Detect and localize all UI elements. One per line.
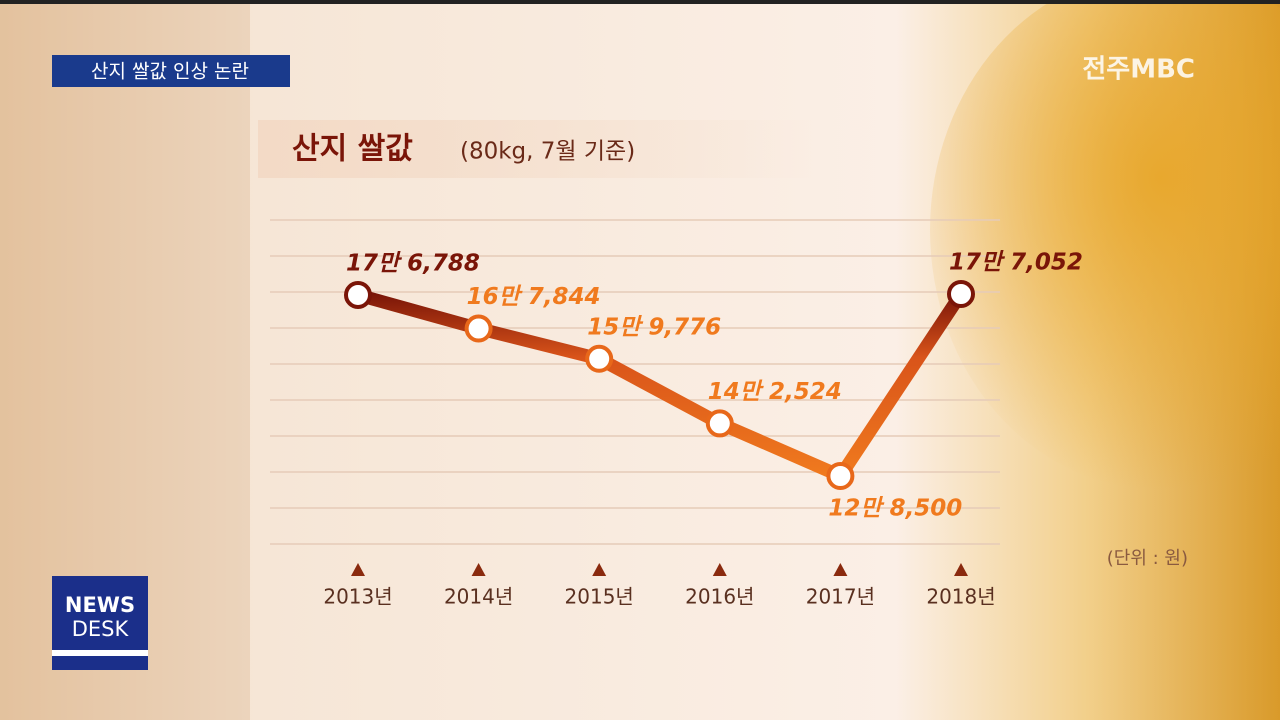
data-label: 12만 8,500 <box>828 496 962 522</box>
data-label: 16만 7,844 <box>467 284 601 310</box>
background-rules <box>270 219 1000 545</box>
caption-box <box>52 55 290 87</box>
chart-title: 산지 쌀값 <box>292 132 413 167</box>
caption: 산지 쌀값 인상 논란 <box>91 61 249 83</box>
tick-triangle <box>592 563 607 576</box>
tick-triangle <box>351 563 365 576</box>
program-name: NEWS <box>65 593 135 617</box>
title-bar <box>258 120 818 178</box>
tick-triangle <box>712 563 727 576</box>
data-point <box>344 280 372 309</box>
tick-triangle <box>954 563 968 576</box>
data-point <box>826 462 855 490</box>
chart-subtitle: (80kg, 7월 기준) <box>460 139 635 165</box>
data-label: 17만 7,052 <box>949 250 1083 276</box>
x-tick-label: 2014년 <box>444 585 513 609</box>
data-point <box>585 344 614 373</box>
x-tick-label: 2015년 <box>565 585 634 609</box>
x-tick-label: 2013년 <box>323 585 392 609</box>
data-point <box>705 409 734 438</box>
unit-note: (단위 : 원) <box>1107 548 1188 569</box>
program-name: DESK <box>72 617 130 641</box>
top-border <box>0 0 1280 4</box>
logo-stripe <box>52 650 148 656</box>
data-label: 15만 9,776 <box>587 314 721 340</box>
x-tick-label: 2016년 <box>685 585 754 609</box>
data-label: 17만 6,788 <box>346 250 480 276</box>
data-point <box>464 314 493 343</box>
data-label: 14만 2,524 <box>708 379 842 405</box>
tick-triangle <box>471 563 486 576</box>
x-tick-label: 2018년 <box>926 585 995 609</box>
x-tick-label: 2017년 <box>806 585 875 609</box>
data-point <box>947 280 975 308</box>
rice-image <box>930 0 1280 490</box>
data-line <box>356 288 967 483</box>
tick-triangle <box>833 563 848 576</box>
channel-logo: 전주MBC <box>1082 55 1195 85</box>
